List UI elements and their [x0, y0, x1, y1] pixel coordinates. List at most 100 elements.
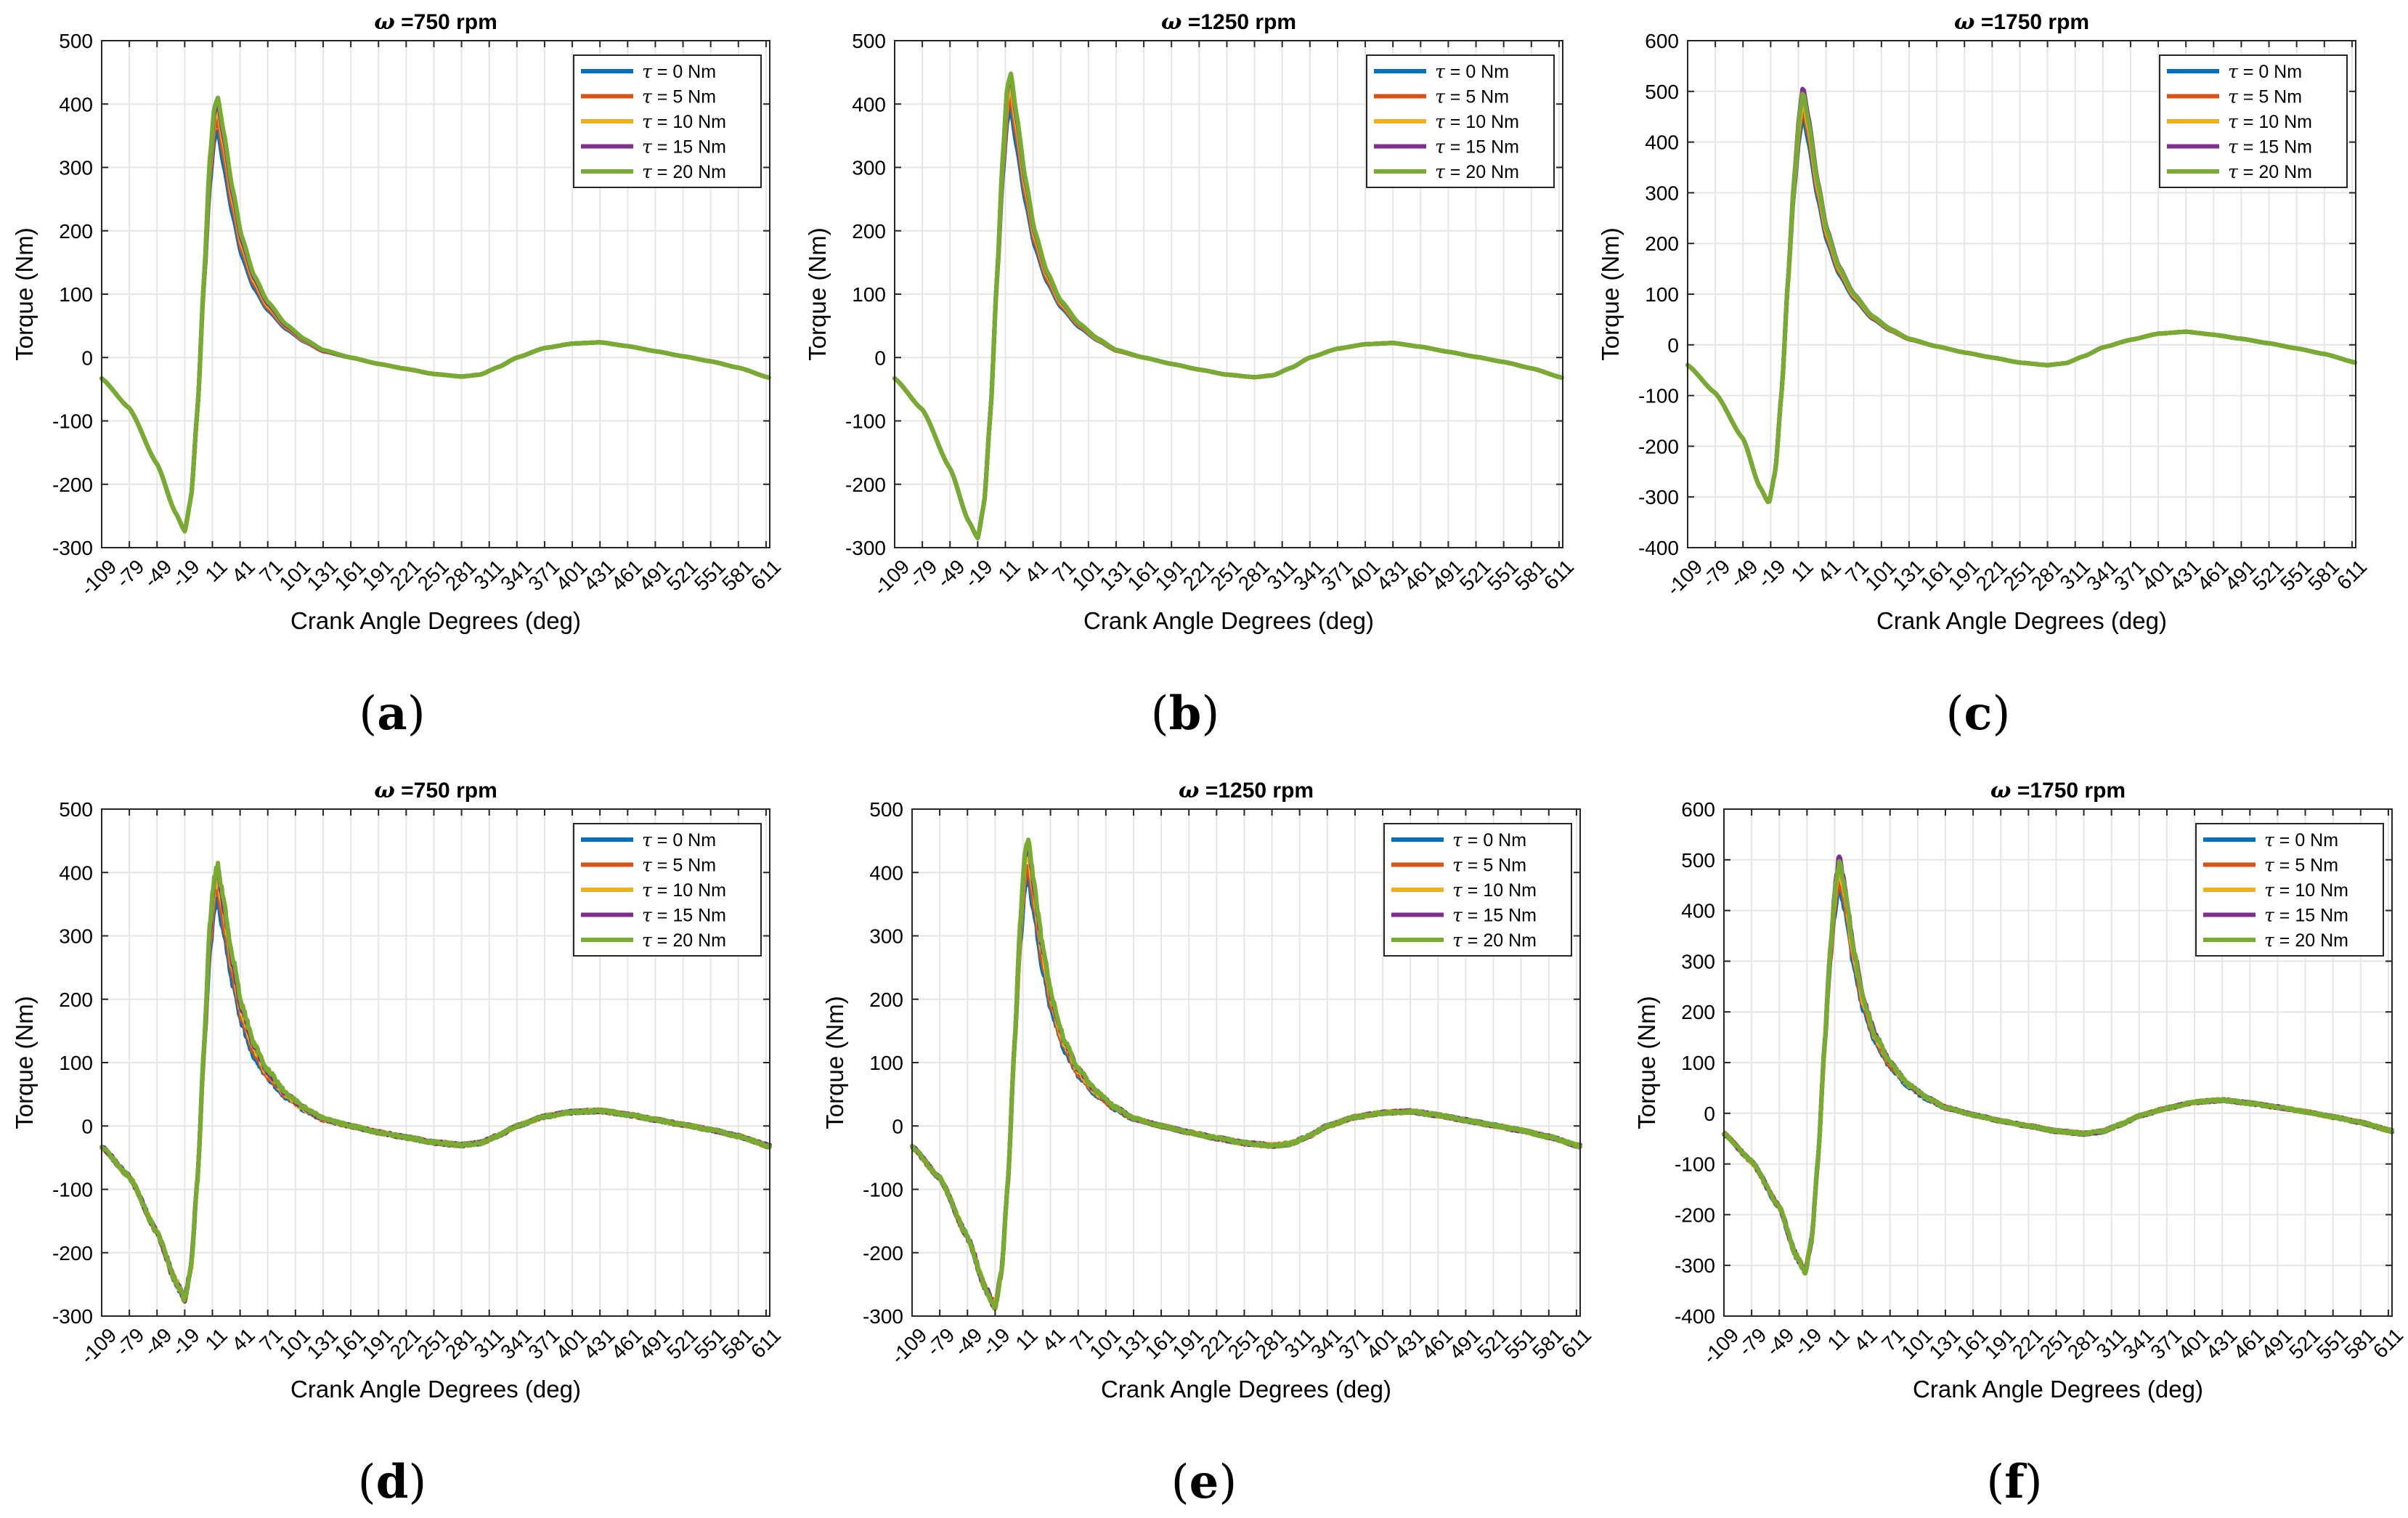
label-rest: = 5 Nm [1463, 856, 1526, 876]
symbol: τ [2264, 905, 2275, 926]
y-tick-label: -100 [52, 1179, 93, 1201]
legend-entry-label: τ = 20 Nm [1435, 161, 1519, 182]
chart-title: ω =750 rpm [374, 9, 497, 35]
series-lines [910, 837, 1582, 1311]
y-tick-label: -100 [52, 410, 93, 433]
y-tick-label: -300 [1675, 1254, 1715, 1277]
label-rest: = 15 Nm [652, 906, 726, 926]
legend-entry-label: τ = 20 Nm [2228, 161, 2312, 182]
legend-entry-label: τ = 20 Nm [2264, 930, 2348, 951]
legend-entry-label: τ = 10 Nm [1452, 880, 1537, 901]
label-rest: = 5 Nm [2274, 856, 2338, 876]
label-rest: = 15 Nm [1463, 906, 1537, 926]
y-tick-label: -200 [52, 474, 93, 496]
chart-panel-e: -300-200-1000100200300400500-109-79-49-1… [821, 778, 1595, 1403]
legend: τ = 0 Nm τ = 5 Nm τ = 10 Nm τ = 15 Nm τ = 20… [1366, 54, 1555, 188]
y-tick-label: 300 [1645, 182, 1679, 204]
chart-title: ω =1250 rpm [1179, 778, 1314, 803]
legend-entry-label: τ = 0 Nm [1435, 61, 1509, 82]
label-rest: = 0 Nm [652, 830, 716, 851]
legend: τ = 0 Nmτ = 5 Nmτ = 10 Nmτ = 15 Nmτ = 20… [2195, 823, 2384, 957]
x-tick-label: -19 [167, 555, 204, 592]
y-tick-label: 200 [59, 220, 93, 243]
symbol: ω [1179, 778, 1200, 803]
y-tick-label: 100 [1681, 1052, 1715, 1074]
y-tick-label: 300 [869, 925, 903, 948]
chart-panel-a: -300-200-1000100200300400500-109-79-49-1… [11, 9, 785, 634]
symbol: τ [1435, 61, 1446, 82]
x-tick-label: -19 [1789, 1323, 1826, 1360]
series-line-tau20 [1685, 92, 2357, 504]
y-tick-label: -200 [1638, 435, 1679, 458]
legend-entry-label: τ = 20 Nm [642, 161, 726, 182]
y-tick-label: 500 [1645, 81, 1679, 103]
label-rest: = 0 Nm [1463, 830, 1526, 851]
label-rest: = 20 Nm [1463, 930, 1537, 951]
x-tick-label: -19 [1753, 555, 1790, 592]
x-axis-label: Crank Angle Degrees (deg) [1083, 607, 1374, 634]
legend-entry-label: τ = 5 Nm [2264, 855, 2338, 876]
label-rest: = 10 Nm [2238, 112, 2312, 132]
legend-entry-label: τ = 0 Nm [2228, 61, 2302, 82]
label-rest: = 20 Nm [1445, 162, 1519, 182]
symbol: τ [2264, 855, 2275, 876]
chart-title: ω =1750 rpm [1954, 9, 2089, 35]
chart-title: ω =1250 rpm [1161, 9, 1296, 35]
y-axis-label: Torque (Nm) [11, 227, 38, 360]
tick-marks [1723, 808, 2392, 1317]
x-tick-label: 611 [1557, 1323, 1595, 1362]
series-lines [892, 71, 1564, 540]
chart-title: ω =1750 rpm [1990, 778, 2126, 803]
y-tick-label: 100 [1645, 283, 1679, 306]
y-tick-label: 400 [852, 93, 886, 115]
y-tick-label: 100 [59, 283, 93, 306]
y-axis-label: Torque (Nm) [804, 227, 831, 360]
series-line-tau20 [892, 71, 1564, 540]
y-tick-label: -400 [1638, 537, 1679, 559]
legend-entry-label: τ = 15 Nm [2264, 905, 2348, 926]
y-tick-label: -100 [1675, 1153, 1715, 1176]
legend-entry-label: τ = 10 Nm [2228, 111, 2312, 132]
y-tick-label: 200 [1645, 232, 1679, 255]
symbol: τ [1452, 880, 1463, 901]
legend-entry-label: τ = 10 Nm [642, 880, 726, 901]
y-tick-label: 400 [59, 861, 93, 884]
y-axis-label: Torque (Nm) [1633, 996, 1660, 1129]
legend-entry-label: τ = 0 Nm [1452, 829, 1526, 851]
symbol: τ [1452, 855, 1463, 876]
legend-entry-label: τ = 10 Nm [642, 111, 726, 132]
x-axis-label: Crank Angle Degrees (deg) [290, 1376, 581, 1403]
legend-entry-label: τ = 5 Nm [642, 855, 716, 876]
caption-e: (e) [1171, 1455, 1237, 1509]
legend: τ = 0 Nm τ = 5 Nm τ = 10 Nm τ = 15 Nm τ = 20… [2159, 54, 2348, 188]
label-rest: = 0 Nm [2274, 830, 2338, 851]
y-tick-label: -200 [863, 1242, 903, 1265]
y-axis-label: Torque (Nm) [821, 996, 848, 1129]
y-tick-label: 400 [869, 861, 903, 884]
y-tick-label: 100 [869, 1052, 903, 1074]
legend-entry-label: τ = 10 Nm [1435, 111, 1519, 132]
label-rest: = 15 Nm [2238, 137, 2312, 158]
symbol: τ [1435, 161, 1446, 182]
symbol: ω [374, 9, 395, 35]
symbol: τ [2228, 137, 2239, 158]
y-tick-label: -100 [845, 410, 886, 433]
legend-entry-label: τ = 15 Nm [642, 137, 726, 158]
label-rest: = 5 Nm [2238, 87, 2302, 107]
legend-entry-label: τ = 5 Nm [642, 86, 716, 107]
legend-entry-label: τ = 15 Nm [642, 905, 726, 926]
x-axis-label: Crank Angle Degrees (deg) [1876, 607, 2167, 634]
x-tick-label: -19 [977, 1323, 1014, 1360]
label-rest: = 10 Nm [652, 112, 726, 132]
legend-entry-label: τ = 15 Nm [1452, 905, 1537, 926]
y-tick-label: 200 [59, 989, 93, 1011]
symbol: τ [1452, 829, 1463, 851]
y-tick-label: 0 [892, 1115, 903, 1137]
legend: τ = 0 Nmτ = 5 Nmτ = 10 Nmτ = 15 Nmτ = 20… [573, 54, 762, 188]
legend-entry-label: τ = 5 Nm [1435, 86, 1509, 107]
y-tick-label: -100 [1638, 385, 1679, 407]
label-rest: = 15 Nm [1445, 137, 1519, 158]
symbol: τ [642, 137, 653, 158]
symbol: τ [2228, 161, 2239, 182]
y-tick-label: 0 [1704, 1103, 1715, 1125]
